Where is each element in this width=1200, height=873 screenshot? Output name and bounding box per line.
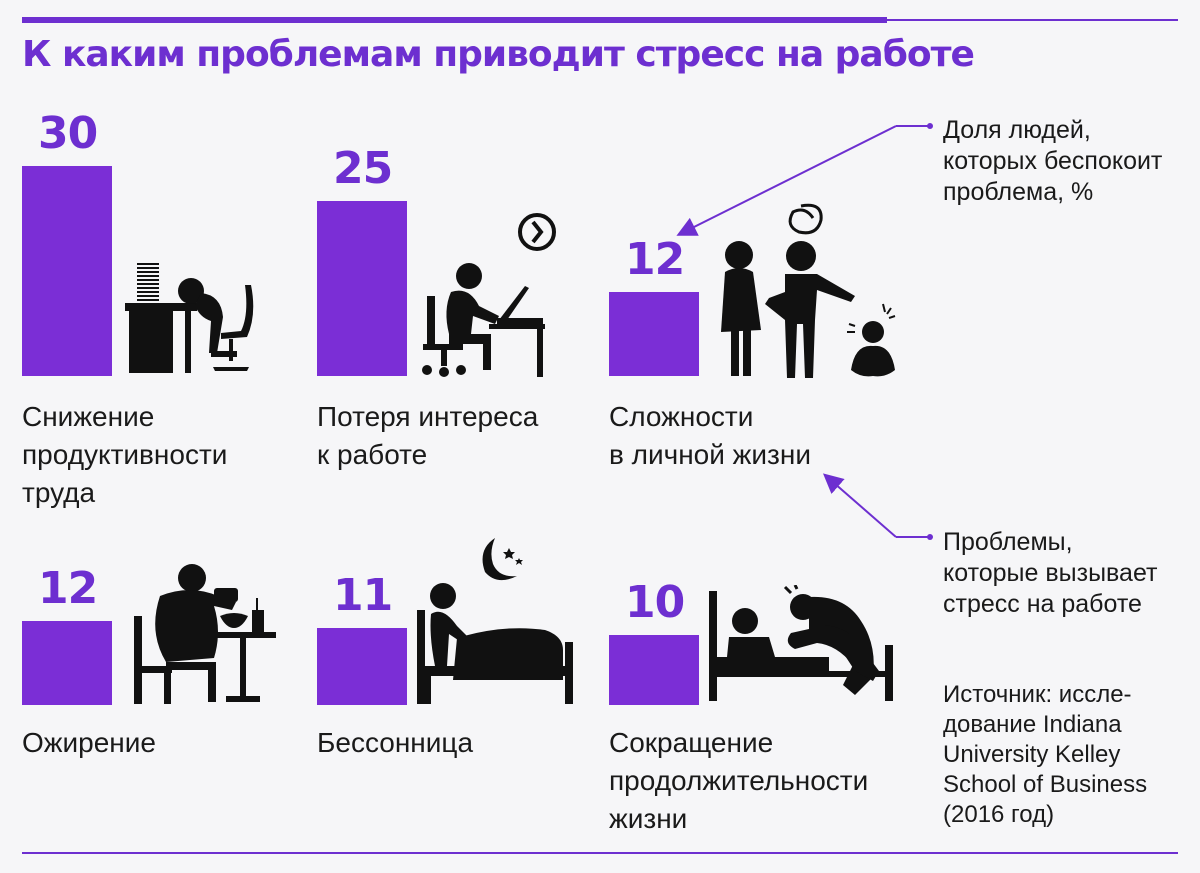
bottom-rule <box>22 852 1178 854</box>
category-label: Снижение продуктивности труда <box>22 401 228 508</box>
source-note: Источник: иссле- дование Indiana Univers… <box>943 681 1148 828</box>
category-label: Сокращение продолжительности жизни <box>609 727 869 834</box>
bar-6 <box>609 635 699 705</box>
bar-1 <box>22 166 112 376</box>
values-note: Доля людей, которых беспокоит проблема, … <box>943 116 1163 206</box>
exhausted-at-desk-icon <box>125 263 254 373</box>
insomnia-in-bed-icon <box>417 538 573 704</box>
bar-5 <box>317 628 407 705</box>
bar-3 <box>609 292 699 376</box>
bar-value-label: 12 <box>625 234 685 285</box>
labels-note: Проблемы, которые вызывает стресс на раб… <box>943 528 1158 618</box>
family-conflict-icon <box>721 203 896 378</box>
bar-value-label: 10 <box>625 577 685 628</box>
values-arrow <box>676 123 933 236</box>
bar-2 <box>317 201 407 376</box>
bar-value-label: 11 <box>333 570 393 621</box>
chart-title: К каким проблемам приводит стресс на раб… <box>22 34 975 75</box>
top-rule <box>22 17 887 23</box>
category-label: Бессонница <box>317 727 474 758</box>
bar-value-label: 12 <box>38 563 98 614</box>
bar-4 <box>22 621 112 705</box>
overeating-icon <box>134 564 276 704</box>
sick-in-bed-icon <box>709 585 893 701</box>
bar-value-label: 30 <box>38 108 98 159</box>
bored-at-laptop-icon <box>422 213 556 377</box>
category-label: Потеря интереса к работе <box>317 401 539 470</box>
category-label: Сложности в личной жизни <box>609 401 811 470</box>
labels-arrow <box>822 473 933 540</box>
bar-value-label: 25 <box>333 143 393 194</box>
category-label: Ожирение <box>22 727 156 758</box>
top-rule-thin <box>887 19 1178 21</box>
